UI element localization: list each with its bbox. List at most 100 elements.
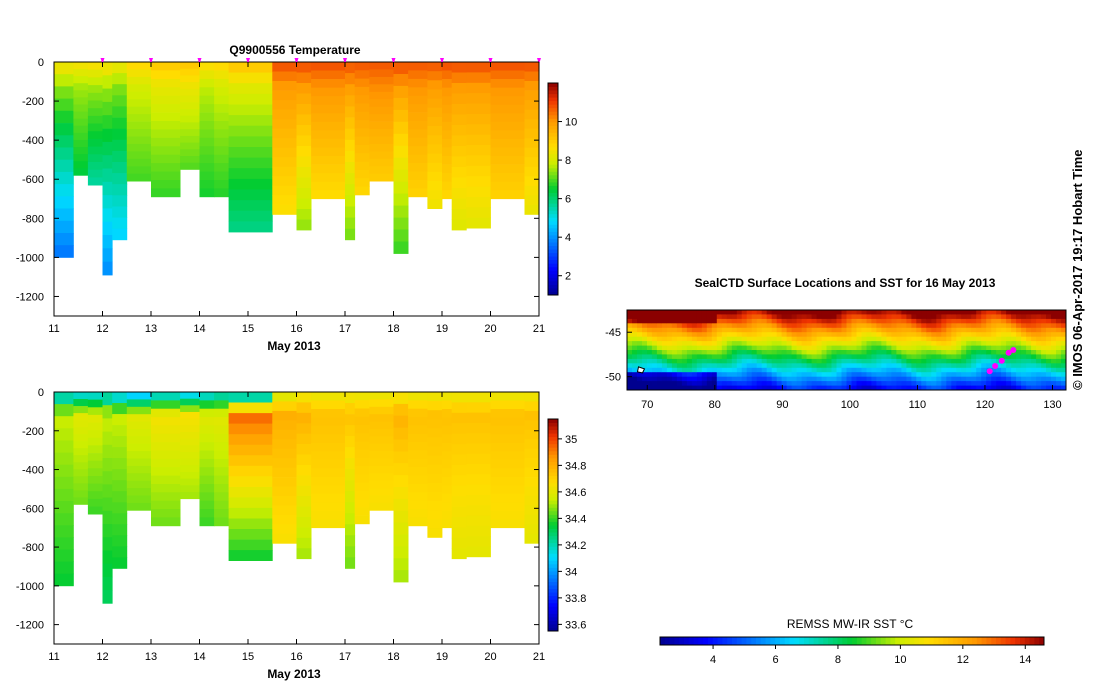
sst-cell	[926, 332, 932, 338]
sst-cell	[1046, 332, 1052, 338]
profile-5-cell	[126, 488, 152, 496]
sst-cell	[781, 345, 788, 351]
sst-cell	[661, 310, 668, 315]
sst-cell	[746, 358, 753, 364]
profile-19-cell	[427, 482, 443, 493]
sst-cell	[1041, 327, 1047, 333]
profile-0-cell	[54, 184, 74, 197]
colorbar-tick-label: 33.6	[565, 619, 586, 631]
sst-cell	[781, 341, 788, 346]
sst-cell	[856, 376, 862, 382]
profile-21-cell	[451, 496, 467, 507]
sst-cell	[886, 318, 892, 324]
sst-cell	[956, 345, 962, 351]
sst-cell	[931, 372, 937, 378]
sst-cell	[931, 314, 937, 320]
profile-21-cell	[451, 62, 467, 73]
profile-3-cell	[102, 235, 113, 249]
sst-cell	[946, 314, 952, 320]
sst-cell	[961, 354, 967, 360]
sst-cell	[696, 350, 703, 355]
profile-14-cell	[345, 73, 356, 85]
sst-colorbar: 4 6 8 10 12 14	[659, 636, 1045, 666]
sst-cell	[796, 314, 803, 320]
sst-cell	[746, 332, 753, 338]
sst-cell	[1016, 358, 1022, 364]
sst-cell	[811, 323, 818, 329]
sst-cell	[961, 381, 967, 386]
profile-0-cell	[54, 501, 74, 514]
sst-cell	[647, 376, 653, 382]
sst-cell	[841, 341, 847, 346]
profile-14-cell	[345, 206, 356, 218]
sst-cell	[921, 363, 927, 369]
sst-cell	[856, 327, 862, 333]
sst-cell	[1056, 358, 1062, 364]
sst-cell	[632, 336, 638, 342]
profile-0-cell	[54, 62, 74, 75]
profile-19-cell	[427, 473, 443, 484]
sst-cell	[656, 354, 663, 360]
sst-cell	[991, 376, 997, 382]
sst-cell	[721, 381, 728, 386]
sst-cell	[726, 323, 733, 329]
profile-5-cell	[126, 502, 152, 511]
sst-cell	[821, 323, 828, 329]
profile-21-cell	[451, 104, 467, 115]
sst-cell	[796, 367, 803, 373]
sst-cell	[951, 350, 957, 355]
profile-10-cell	[228, 200, 273, 212]
sst-cell	[1011, 367, 1017, 373]
sst-cell	[726, 376, 733, 382]
profile-5-cell	[126, 465, 152, 474]
sst-cell	[911, 363, 917, 369]
profile-24-cell	[524, 71, 540, 82]
profile-19-cell	[427, 501, 443, 511]
profile-15-cell	[354, 392, 370, 401]
sst-cell	[811, 341, 818, 346]
sst-cell	[686, 381, 693, 386]
sst-cell	[1036, 318, 1042, 324]
sst-cell	[881, 332, 887, 338]
sst-cell	[741, 332, 748, 338]
profile-2-cell	[87, 77, 103, 86]
sst-cell	[1011, 336, 1017, 342]
profile-11-cell	[272, 524, 297, 535]
sst-cell	[866, 385, 872, 391]
sst-cell	[1006, 318, 1012, 324]
sst-cell	[681, 314, 688, 320]
sst-cell	[1046, 363, 1052, 369]
profile-15-cell	[354, 103, 370, 113]
sst-cell	[666, 314, 673, 320]
x-tick: 19	[436, 62, 448, 335]
profile-17-cell	[393, 205, 409, 218]
profile-21-cell	[451, 135, 467, 147]
sst-cell	[751, 323, 758, 329]
sst-cell	[956, 332, 962, 338]
y-tick-label: 0	[38, 57, 44, 69]
sst-cell	[891, 376, 897, 382]
sst-cell	[956, 385, 962, 391]
profile-6-cell	[151, 467, 181, 476]
sst-cell	[816, 323, 823, 329]
sst-cell	[1036, 367, 1042, 373]
profile-1-cell	[73, 497, 89, 505]
sst-cell	[686, 363, 693, 369]
profile-12-cell	[296, 392, 312, 403]
profile-20-cell	[442, 138, 453, 148]
sst-cell	[951, 354, 957, 360]
sst-cell	[736, 345, 743, 351]
profile-11-cell	[272, 392, 297, 402]
sst-cell	[1036, 363, 1042, 369]
sst-cell	[946, 341, 952, 346]
sst-cell	[916, 385, 922, 391]
sst-cell	[746, 310, 753, 315]
profile-0-cell	[54, 452, 74, 466]
sst-cell	[647, 310, 653, 315]
sst-cell	[836, 367, 842, 373]
sst-cell	[736, 354, 743, 360]
sst-cell	[696, 363, 703, 369]
sst-cell	[746, 336, 753, 342]
sst-cell	[1041, 376, 1047, 382]
sst-cell	[971, 350, 977, 355]
